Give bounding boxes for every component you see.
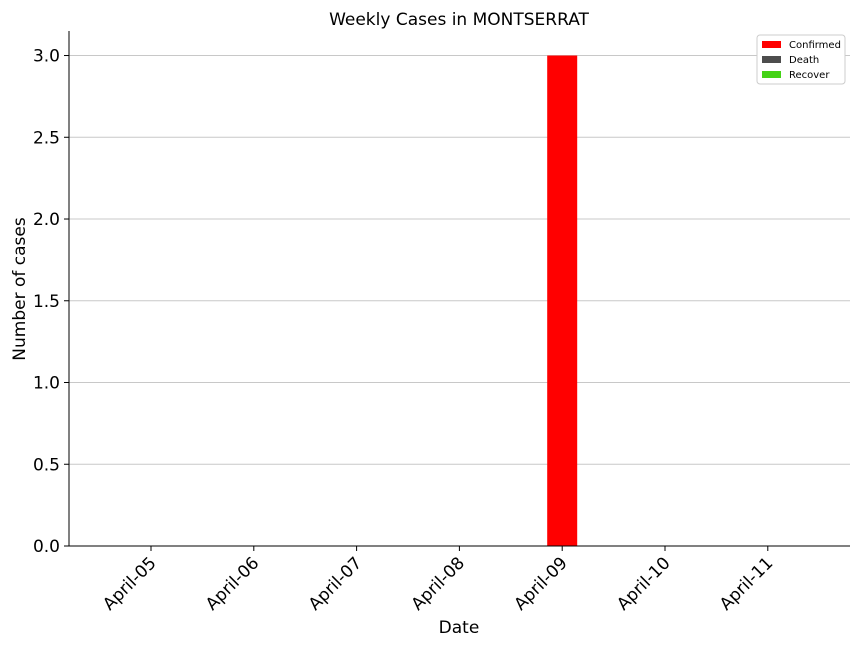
x-tick-label: April-06 (202, 553, 263, 614)
legend-label: Confirmed (789, 40, 841, 51)
x-tick-label: April-09 (510, 553, 571, 614)
bars (547, 55, 578, 547)
legend-swatch (762, 71, 781, 78)
x-tick-label: April-11 (716, 553, 777, 614)
legend-label: Recover (789, 70, 830, 81)
y-tick-label: 2.5 (33, 128, 60, 148)
x-axis-label: Date (439, 618, 480, 638)
x-tick-label: April-10 (613, 553, 674, 614)
y-ticks: 0.0 0.5 1.0 1.5 2.0 2.5 3.0 (33, 47, 69, 557)
y-tick-label: 1.0 (33, 374, 60, 394)
grid (69, 55, 850, 465)
x-tick-label: April-05 (99, 553, 160, 614)
y-axis-label: Number of cases (10, 217, 30, 361)
y-tick-label: 0.0 (33, 537, 60, 557)
legend: Confirmed Death Recover (756, 34, 846, 85)
bar-confirmed (547, 55, 578, 547)
y-tick-label: 3.0 (33, 47, 60, 67)
legend-label: Death (789, 55, 819, 66)
x-tick-label: April-07 (305, 553, 366, 614)
x-tick-label: April-08 (408, 553, 469, 614)
y-tick-label: 0.5 (33, 455, 60, 475)
legend-swatch (762, 41, 781, 48)
legend-swatch (762, 56, 781, 63)
y-tick-label: 1.5 (33, 292, 60, 312)
y-tick-label: 2.0 (33, 210, 60, 230)
chart-title: Weekly Cases in MONTSERRAT (329, 10, 589, 30)
x-ticks: April-05 April-06 April-07 April-08 April-09… (99, 546, 777, 615)
